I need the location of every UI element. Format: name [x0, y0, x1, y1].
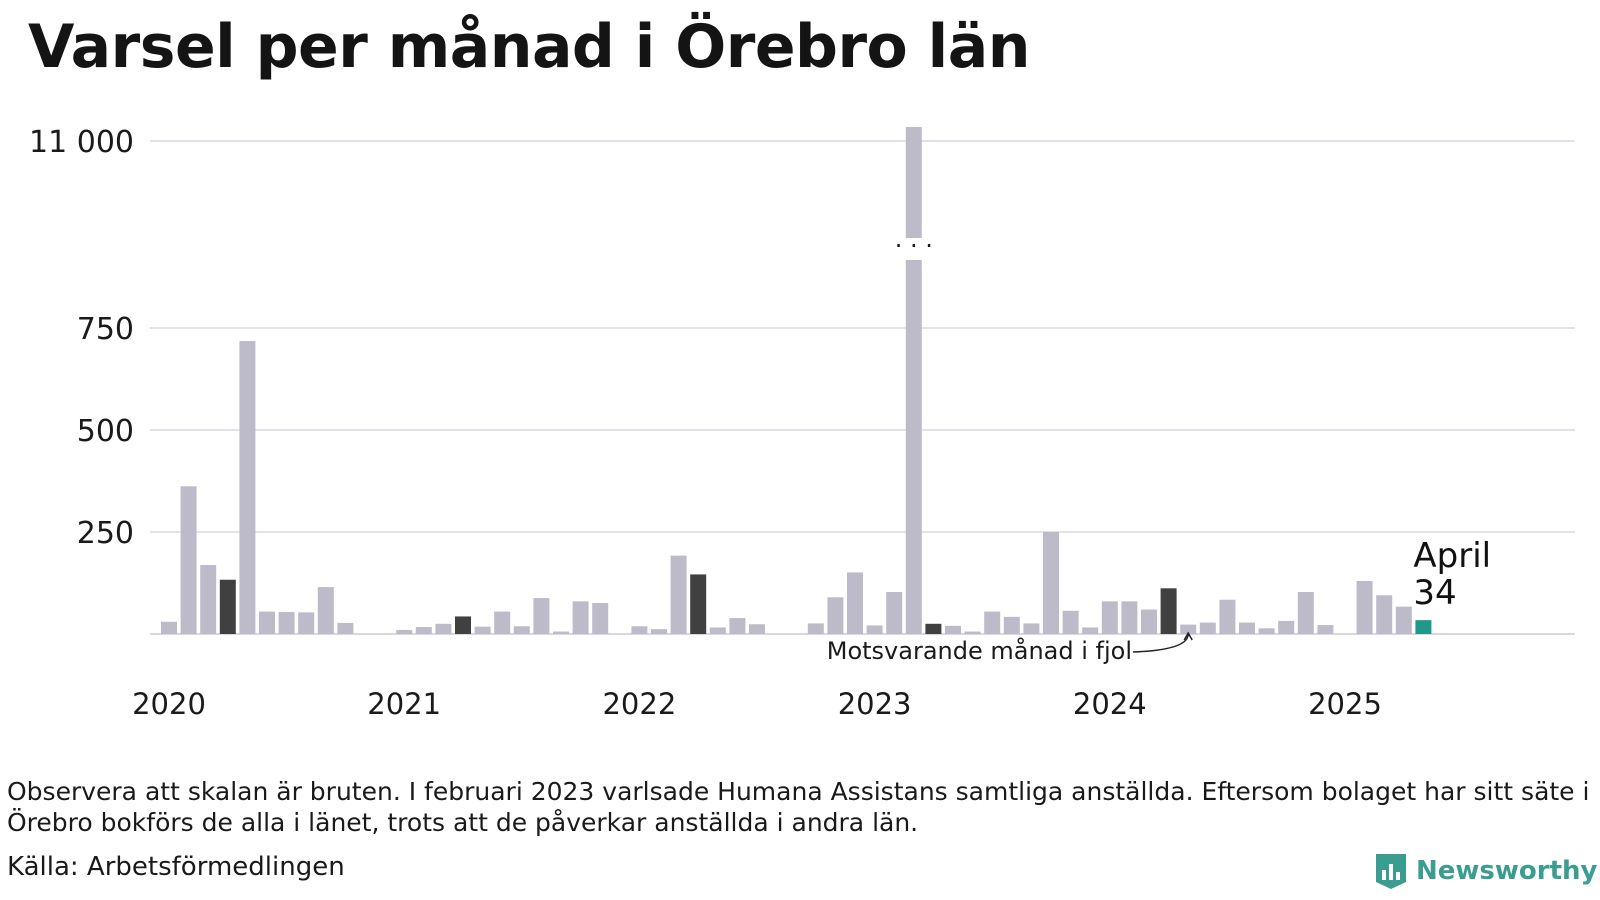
bar — [455, 616, 471, 634]
bar — [1043, 532, 1059, 634]
bar — [964, 631, 981, 634]
bar — [1297, 591, 1314, 634]
bar — [337, 622, 354, 634]
bar — [572, 601, 589, 634]
bar — [847, 572, 863, 634]
y-tick-label: 250 — [77, 516, 134, 551]
bar — [200, 565, 217, 634]
bar — [553, 631, 569, 634]
x-tick-label: 2020 — [132, 687, 206, 721]
bars — [161, 127, 1432, 634]
bar — [494, 611, 511, 634]
bar — [396, 629, 413, 634]
gridlines — [150, 140, 1575, 635]
bar — [1121, 601, 1138, 634]
bar — [631, 626, 648, 634]
bar — [161, 621, 177, 634]
brand-name: Newsworthy — [1416, 856, 1598, 886]
latest-value-label: 34 — [1413, 573, 1456, 613]
bar — [592, 602, 609, 634]
y-axis-tick-labels: 250 500 750 11 000 — [29, 125, 134, 551]
bar — [1082, 627, 1099, 634]
bar — [1258, 628, 1275, 634]
source-text: Källa: Arbetsförmedlingen — [7, 852, 345, 882]
bar — [1415, 620, 1432, 634]
bar — [1219, 599, 1236, 634]
bar — [905, 260, 922, 634]
bar — [886, 591, 903, 634]
x-tick-label: 2021 — [367, 687, 441, 721]
bar — [1141, 609, 1157, 634]
bar — [1376, 595, 1393, 634]
y-tick-label: 750 — [77, 312, 134, 347]
bar — [1180, 624, 1197, 634]
bar — [1278, 620, 1295, 634]
x-tick-label: 2024 — [1073, 687, 1147, 721]
bar — [513, 626, 530, 634]
annotation-arrowhead — [1183, 631, 1193, 641]
bar — [866, 625, 883, 634]
bar — [317, 587, 334, 634]
bar — [259, 611, 275, 634]
annotation-arrow — [1132, 633, 1189, 653]
bar — [239, 341, 256, 634]
bar — [1023, 623, 1040, 634]
bar — [690, 574, 707, 634]
y-tick-label: 500 — [77, 414, 134, 449]
scale-break-marker: · · · — [895, 232, 933, 260]
bar — [1003, 616, 1020, 634]
bar — [1101, 601, 1118, 634]
bar — [180, 486, 197, 634]
bar — [533, 598, 550, 634]
brand-logo[interactable]: Newsworthy — [1374, 852, 1597, 890]
bar — [219, 579, 236, 634]
bar — [1317, 625, 1334, 634]
latest-month-label: April — [1413, 536, 1491, 576]
bar — [1062, 610, 1079, 634]
newsworthy-logo-icon — [1376, 854, 1406, 889]
bar — [1239, 622, 1255, 634]
bar — [945, 625, 961, 634]
bar — [1160, 588, 1177, 634]
x-axis-tick-labels: 2020 2021 2022 2023 2024 2025 — [132, 687, 1382, 721]
bar — [827, 597, 844, 634]
bar-chart: 250 500 750 11 000 2020 2021 2022 2023 2024 2025… — [29, 125, 1575, 721]
bar-top-segment — [905, 127, 922, 238]
x-tick-label: 2022 — [602, 687, 676, 721]
bar — [807, 623, 824, 634]
bar — [729, 618, 746, 634]
chart-note: Observera att skalan är bruten. I februa… — [7, 777, 1590, 837]
bar — [278, 611, 295, 634]
bar — [1356, 580, 1373, 634]
y-tick-label: 11 000 — [29, 125, 134, 160]
bar — [709, 627, 726, 634]
chart-title: Varsel per månad i Örebro län — [28, 12, 1030, 82]
bar — [474, 626, 491, 634]
bar — [925, 623, 942, 634]
x-tick-label: 2025 — [1308, 687, 1382, 721]
bar — [1199, 622, 1216, 634]
same-month-annotation: Motsvarande månad i fjol — [827, 636, 1132, 665]
bar — [415, 627, 432, 634]
bar — [670, 555, 687, 634]
bar — [749, 624, 765, 634]
x-tick-label: 2023 — [838, 687, 912, 721]
bar — [984, 611, 1001, 634]
bar — [651, 629, 667, 634]
bar — [435, 623, 452, 634]
bar — [298, 612, 315, 634]
bar — [1395, 606, 1412, 634]
